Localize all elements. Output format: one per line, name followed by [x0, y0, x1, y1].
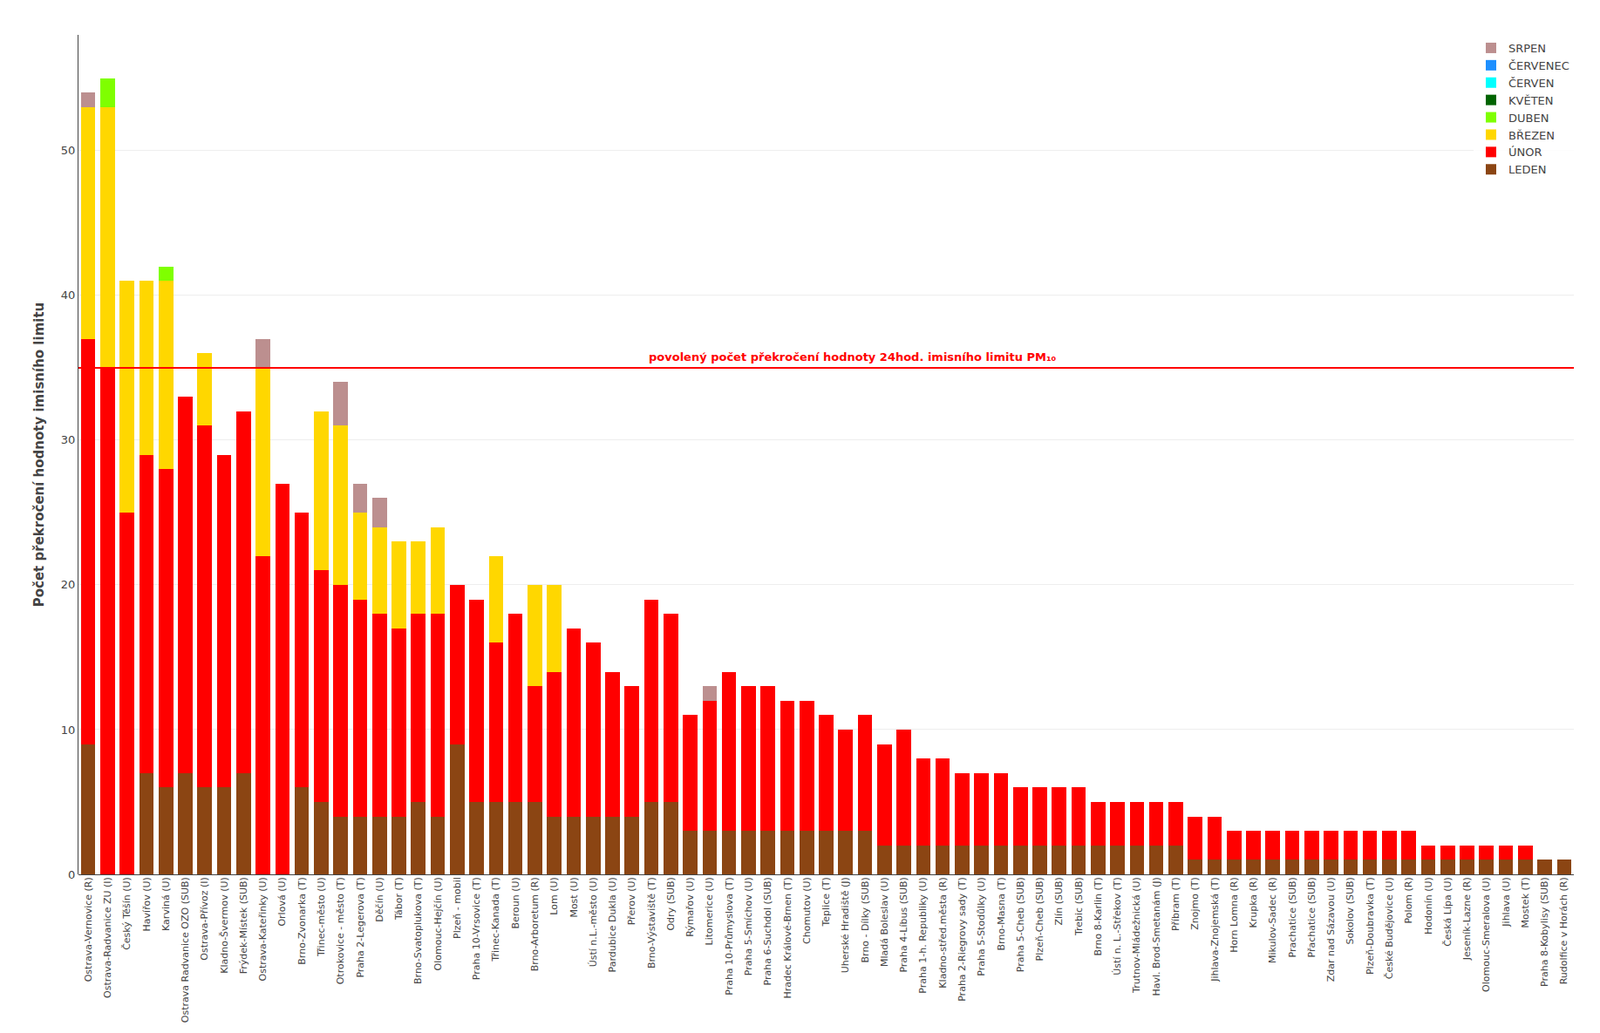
svg-text:DUBEN: DUBEN [1508, 111, 1549, 125]
svg-text:Zdar nad Sázavou (U): Zdar nad Sázavou (U) [1325, 877, 1337, 982]
svg-text:Hradec Králové-Brnen (T): Hradec Králové-Brnen (T) [782, 877, 794, 999]
svg-text:Ostrava-Radvanice ZU (I): Ostrava-Radvanice ZU (I) [102, 877, 114, 999]
svg-text:Litomerice (U): Litomerice (U) [703, 877, 715, 946]
svg-text:Mladá Boleslav (U): Mladá Boleslav (U) [878, 877, 891, 967]
svg-text:Olomouc-Hejčín (U): Olomouc-Hejčín (U) [432, 877, 444, 971]
svg-text:Ústí n. L.-Střekov (T): Ústí n. L.-Střekov (T) [1111, 877, 1124, 976]
svg-text:Jihlava-Znojemská (T): Jihlava-Znojemská (T) [1209, 877, 1221, 983]
svg-text:Odry (SUB): Odry (SUB) [665, 877, 677, 931]
svg-text:Krupka (R): Krupka (R) [1247, 877, 1260, 928]
svg-text:České Budějovice (U): České Budějovice (U) [1383, 877, 1396, 980]
svg-text:Most (U): Most (U) [568, 877, 580, 918]
svg-text:Třinec-Kanada (T): Třinec-Kanada (T) [490, 877, 502, 962]
svg-text:Český Těšín (U): Český Těšín (U) [121, 877, 133, 951]
svg-text:Praha 5-Cheb (SUB): Praha 5-Cheb (SUB) [1014, 877, 1027, 973]
svg-text:Brno-Masna (T): Brno-Masna (T) [995, 877, 1008, 951]
svg-text:Tábor (T): Tábor (T) [393, 877, 405, 921]
svg-text:Zlín (SUB): Zlín (SUB) [1053, 877, 1065, 926]
svg-text:Praha 5-Smíchov (U): Praha 5-Smíchov (U) [742, 877, 755, 976]
svg-text:Karviná (U): Karviná (U) [160, 877, 172, 932]
svg-text:Rýmařov (U): Rýmařov (U) [684, 877, 696, 938]
svg-text:Chomutov (U): Chomutov (U) [801, 877, 813, 945]
svg-text:Otrokovice - město (T): Otrokovice - město (T) [334, 877, 347, 985]
svg-text:Frýdek-Místek (SUB): Frýdek-Místek (SUB) [238, 877, 250, 974]
svg-text:50: 50 [61, 143, 76, 157]
svg-text:BŘEZEN: BŘEZEN [1508, 129, 1555, 143]
svg-text:Ostrava-Kateřinky (U): Ostrava-Kateřinky (U) [257, 877, 269, 981]
svg-text:Pardubice Dukla (U): Pardubice Dukla (U) [606, 877, 619, 973]
svg-text:Havl. Brod-Smetanám (J): Havl. Brod-Smetanám (J) [1150, 877, 1163, 996]
svg-text:Trebic (SUB): Trebic (SUB) [1073, 877, 1085, 937]
svg-text:SRPEN: SRPEN [1508, 41, 1546, 55]
svg-text:Horn Lomna (R): Horn Lomna (R) [1228, 877, 1240, 954]
svg-text:30: 30 [61, 433, 76, 447]
svg-text:Jihlava (U): Jihlava (U) [1500, 877, 1512, 927]
svg-text:Praha 5-Stodůlky (U): Praha 5-Stodůlky (U) [975, 877, 988, 977]
svg-text:Mostek (T): Mostek (T) [1519, 877, 1532, 928]
svg-text:Ostrava-Přívoz (I): Ostrava-Přívoz (I) [198, 877, 211, 961]
svg-text:Praha 10-Vrsovice (T): Praha 10-Vrsovice (T) [470, 877, 483, 981]
svg-text:Ústí n.L.-město (U): Ústí n.L.-město (U) [587, 877, 600, 967]
svg-text:Brno 8-Karlin (T): Brno 8-Karlin (T) [1092, 877, 1104, 956]
svg-text:20: 20 [61, 578, 76, 592]
svg-text:Praha 10-Průmyslova (T): Praha 10-Průmyslova (T) [723, 877, 736, 996]
svg-text:0: 0 [68, 868, 75, 882]
svg-text:ČERVEN: ČERVEN [1508, 76, 1554, 90]
svg-text:Děčín (U): Děčín (U) [374, 877, 386, 922]
svg-text:Praha 1-h. Republiky (U): Praha 1-h. Republiky (U) [917, 877, 929, 994]
svg-text:Uherské Hradiště (J): Uherské Hradiště (J) [839, 877, 852, 974]
svg-text:Plzeň-Doubravka (T): Plzeň-Doubravka (T) [1364, 877, 1376, 975]
svg-text:Praha 2-Riegrovy sady (T): Praha 2-Riegrovy sady (T) [956, 877, 968, 1002]
svg-text:Kladno-Švermov (U): Kladno-Švermov (U) [218, 877, 231, 974]
svg-text:ÚNOR: ÚNOR [1508, 145, 1543, 159]
svg-text:Praha 8-Kobylisy (SUB): Praha 8-Kobylisy (SUB) [1538, 877, 1551, 988]
svg-text:Přerov (U): Přerov (U) [626, 877, 638, 926]
svg-text:Lom (U): Lom (U) [548, 877, 560, 916]
svg-text:Praha 2-Legerova (T): Praha 2-Legerova (T) [354, 877, 367, 978]
svg-text:Plzeň - mobil: Plzeň - mobil [451, 877, 463, 940]
svg-text:Brno-Výstaviště (T): Brno-Výstaviště (T) [646, 877, 658, 969]
svg-text:Brno-Arboretum (R): Brno-Arboretum (R) [529, 877, 541, 972]
svg-text:Prachatice (SUB): Prachatice (SUB) [1286, 877, 1299, 958]
svg-text:10: 10 [61, 723, 76, 737]
svg-text:Rudolfice v Horách (R): Rudolfice v Horách (R) [1558, 877, 1570, 985]
svg-text:Trutnov-Mládežnická (U): Trutnov-Mládežnická (U) [1130, 877, 1143, 995]
svg-text:Brno-Zvonarka (T): Brno-Zvonarka (T) [296, 877, 308, 965]
svg-text:Havířov (U): Havířov (U) [141, 877, 153, 932]
svg-text:Jeseník-Lazne (R): Jeseník-Lazne (R) [1461, 877, 1473, 961]
svg-text:Přachatice (SUB): Přachatice (SUB) [1306, 877, 1318, 958]
svg-text:Brno-Svatoplukova (T): Brno-Svatoplukova (T) [412, 877, 424, 985]
svg-text:Mikulov-Sadec (R): Mikulov-Sadec (R) [1266, 877, 1279, 964]
svg-text:Sokolov (SUB): Sokolov (SUB) [1344, 877, 1356, 945]
svg-text:povolený počet překročení hodn: povolený počet překročení hodnoty 24hod.… [648, 350, 1057, 364]
svg-text:Příbram (T): Příbram (T) [1170, 877, 1182, 932]
svg-text:ČERVENEC: ČERVENEC [1508, 59, 1570, 73]
svg-text:Brno - Dílky (SUB): Brno - Dílky (SUB) [859, 877, 872, 963]
svg-text:Ostrava Radvanice OZO (SUB): Ostrava Radvanice OZO (SUB) [179, 877, 191, 1023]
svg-text:Třinec-město (U): Třinec-město (U) [315, 877, 327, 958]
svg-text:Olomouc-Smeralova (U): Olomouc-Smeralova (U) [1480, 877, 1492, 993]
svg-text:Znojmo (T): Znojmo (T) [1189, 877, 1201, 931]
svg-text:LEDEN: LEDEN [1508, 163, 1546, 177]
svg-text:KVĚTEN: KVĚTEN [1508, 94, 1554, 108]
svg-text:Praha 4-Líbus (SUB): Praha 4-Líbus (SUB) [898, 877, 910, 973]
svg-text:Česká Lípa (U): Česká Lípa (U) [1442, 877, 1454, 947]
svg-text:Plzeň-Cheb (SUB): Plzeň-Cheb (SUB) [1034, 877, 1046, 961]
svg-text:Hodonín (U): Hodonín (U) [1422, 877, 1435, 935]
svg-text:Teplice (T): Teplice (T) [820, 877, 832, 927]
svg-text:Praha 6-Suchdol (SUB): Praha 6-Suchdol (SUB) [762, 877, 774, 986]
svg-text:Beroun (U): Beroun (U) [510, 877, 522, 929]
svg-text:Polom (R): Polom (R) [1402, 877, 1415, 924]
svg-text:Počet překročení hodnoty imisn: Počet překročení hodnoty imisního limitu [31, 302, 48, 608]
svg-text:Kladno-střed.města (R): Kladno-střed.města (R) [937, 877, 949, 988]
svg-text:Orlová (U): Orlová (U) [276, 877, 288, 926]
svg-text:40: 40 [61, 288, 76, 302]
svg-text:Ostrava-Vernovice (R): Ostrava-Vernovice (R) [82, 877, 95, 982]
